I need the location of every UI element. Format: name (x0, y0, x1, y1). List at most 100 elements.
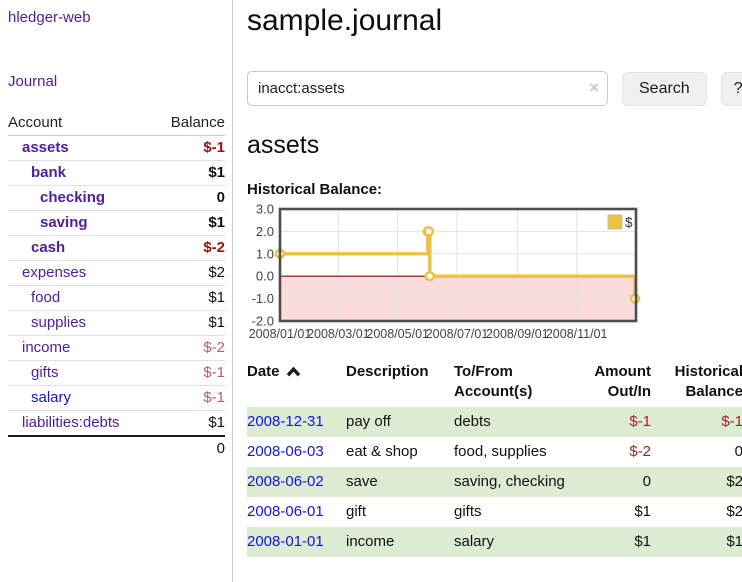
transaction-description: eat & shop (346, 443, 418, 460)
account-balance: $-1 (154, 360, 225, 386)
search-form: × Search ? (247, 71, 742, 106)
svg-text:1.0: 1.0 (256, 246, 274, 261)
account-row: saving $1 (8, 210, 225, 236)
register-row: 2008-12-31 pay off debts $-1 $-1 (247, 407, 742, 437)
sidebar-account-link[interactable]: saving (40, 214, 88, 231)
sidebar-account-link[interactable]: expenses (22, 264, 87, 281)
accounts-column-header: Account (8, 111, 155, 136)
svg-text:2008/09/01: 2008/09/01 (486, 327, 549, 341)
transaction-amount: $1 (634, 503, 651, 520)
account-balance: $1 (154, 210, 225, 236)
transaction-description: income (346, 527, 454, 557)
account-balance: $1 (154, 410, 225, 437)
sidebar-account-link[interactable]: checking (40, 189, 106, 206)
account-balance: $-2 (154, 235, 225, 261)
help-button[interactable]: ? (720, 71, 742, 106)
transaction-balance: $1 (651, 527, 742, 557)
account-balance: $2 (154, 260, 225, 286)
accounts-total-row: 0 (8, 435, 225, 461)
account-balance: 0 (154, 185, 225, 211)
sidebar-account-link[interactable]: food (31, 289, 61, 306)
sidebar-account-link[interactable]: liabilities:debts (22, 414, 120, 431)
account-row: bank $1 (8, 160, 225, 186)
svg-text:-2.0: -2.0 (252, 314, 274, 329)
sidebar-account-link[interactable]: salary (31, 389, 72, 406)
account-balance: $-1 (154, 135, 225, 161)
balance-column-header: Balance (154, 111, 225, 136)
search-box: × (247, 71, 608, 106)
account-row: food $1 (8, 285, 225, 311)
transaction-accounts: food, supplies (454, 443, 547, 460)
transaction-accounts: saving, checking (454, 467, 571, 497)
transaction-date-link[interactable]: 2008-01-01 (247, 533, 324, 550)
chart-label: Historical Balance: (247, 181, 383, 198)
account-row: supplies $1 (8, 310, 225, 336)
sidebar-account-link[interactable]: supplies (31, 314, 87, 331)
sidebar-account-link[interactable]: income (22, 339, 71, 356)
transaction-balance: $2 (726, 503, 742, 520)
search-input[interactable] (247, 71, 608, 106)
historical-balance-chart: $3.0 2.0 1.0 0.0 -1.0 -2.0 2008/01/01 2008/03/0… (247, 203, 742, 342)
account-row: cash $-2 (8, 235, 225, 261)
transaction-date-link[interactable]: 2008-06-01 (247, 503, 324, 520)
account-row: expenses $2 (8, 260, 225, 286)
accounts-balance-table: Account Balance assets $-1 bank $1 checking 0… (8, 111, 225, 461)
sidebar-account-link[interactable]: bank (31, 164, 67, 181)
register-row: 2008-06-03 eat & shop food, supplies $-2 0 (247, 437, 742, 467)
transaction-description: pay off (346, 407, 454, 437)
account-row: checking 0 (8, 185, 225, 211)
sidebar-account-link[interactable]: assets (22, 139, 69, 156)
register-header-date[interactable]: Date (247, 359, 346, 407)
account-balance: $1 (154, 310, 225, 336)
transaction-accounts: debts (454, 407, 571, 437)
transaction-balance: $2 (651, 467, 742, 497)
account-row: gifts $-1 (8, 360, 225, 386)
register-row: 2008-01-01 income salary $1 $1 (247, 527, 742, 557)
transaction-description: gift (346, 503, 367, 520)
sidebar: hledger-web Journal Account Balance asse… (0, 0, 233, 582)
account-row: income $-2 (8, 335, 225, 361)
svg-text:2008/03/01: 2008/03/01 (307, 327, 370, 341)
svg-text:0.0: 0.0 (256, 269, 274, 284)
account-row: salary $-1 (8, 385, 225, 411)
brand-link[interactable]: hledger-web (8, 9, 91, 26)
svg-text:2008/11/01: 2008/11/01 (546, 327, 608, 341)
register-header-amount: Amount Out/In (594, 363, 651, 400)
sidebar-account-link[interactable]: cash (31, 239, 66, 256)
transaction-date-link[interactable]: 2008-06-03 (247, 443, 324, 460)
transaction-balance: 0 (734, 443, 742, 460)
clear-search-icon[interactable]: × (589, 78, 599, 97)
svg-text:2008/01/01: 2008/01/01 (249, 327, 312, 341)
accounts-total-value: 0 (154, 435, 225, 461)
transaction-date-link[interactable]: 2008-06-02 (247, 473, 324, 490)
transaction-balance: $-1 (651, 407, 742, 437)
account-balance: $1 (154, 285, 225, 311)
search-button[interactable]: Search (622, 71, 707, 106)
transaction-date-link[interactable]: 2008-12-31 (247, 413, 324, 430)
transaction-description: save (346, 467, 454, 497)
account-row: liabilities:debts $1 (8, 410, 225, 437)
page-title: sample.journal (247, 4, 443, 37)
svg-text:2008/05/01: 2008/05/01 (366, 327, 429, 341)
sidebar-account-link[interactable]: gifts (31, 364, 59, 381)
sidebar-item-journal[interactable]: Journal (8, 73, 58, 90)
svg-text:2.0: 2.0 (256, 224, 274, 239)
account-heading: assets (247, 131, 320, 159)
register-header-description: Description (346, 363, 429, 380)
transaction-accounts: gifts (454, 503, 482, 520)
svg-text:$: $ (625, 215, 633, 230)
transaction-amount: $-2 (629, 443, 651, 460)
sort-ascending-icon (286, 367, 301, 377)
transaction-amount: $-1 (571, 407, 651, 437)
register-row: 2008-06-02 save saving, checking 0 $2 (247, 467, 742, 497)
account-balance: $1 (154, 160, 225, 186)
register-table: Date Description To/From Account(s) Amou… (247, 359, 742, 557)
svg-text:-1.0: -1.0 (252, 291, 274, 306)
register-header-balance: Historical Balance (674, 363, 742, 400)
svg-text:3.0: 3.0 (256, 203, 274, 217)
main-content: sample.journal × Search ? assets Histori… (233, 0, 742, 582)
account-row: assets $-1 (8, 135, 225, 161)
account-balance: $-2 (154, 335, 225, 361)
svg-text:2008/07/01: 2008/07/01 (426, 327, 489, 341)
